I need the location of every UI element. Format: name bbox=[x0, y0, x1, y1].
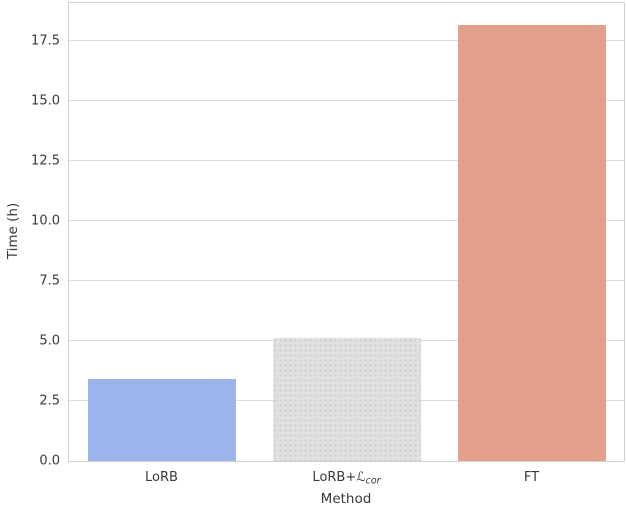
math-script-L: ℒ bbox=[356, 470, 366, 485]
x-axis-tick-labels: LoRB LoRB+ℒcor FT bbox=[0, 468, 626, 490]
y-tick-label-7.5: 7.5 bbox=[39, 273, 60, 289]
y-axis-tick-labels: 0.0 2.5 5.0 7.5 10.0 12.5 15.0 17.5 bbox=[0, 3, 60, 469]
x-tick-label-ft: FT bbox=[523, 470, 540, 485]
gridline-y-17.5 bbox=[69, 40, 624, 42]
y-tick-label-17.5: 17.5 bbox=[31, 33, 60, 49]
plot-area bbox=[68, 2, 625, 462]
y-tick-label-15: 15.0 bbox=[31, 93, 60, 109]
y-tick-label-10: 10.0 bbox=[31, 213, 60, 229]
gridline-y-10 bbox=[69, 220, 624, 222]
x-tick-label-lorb-lcor: LoRB+ℒcor bbox=[312, 470, 381, 487]
y-tick-label-0: 0.0 bbox=[39, 453, 60, 469]
bar-lorb-lcor bbox=[272, 337, 421, 461]
y-tick-label-5: 5.0 bbox=[39, 333, 60, 349]
y-tick-label-12.5: 12.5 bbox=[31, 153, 60, 169]
x-tick-label-lorb: LoRB bbox=[145, 470, 178, 485]
gridline-y-7.5 bbox=[69, 280, 624, 282]
gridline-y-15 bbox=[69, 100, 624, 102]
bar-ft bbox=[457, 24, 606, 461]
gridline-y-12.5 bbox=[69, 160, 624, 162]
bar-lorb bbox=[87, 379, 236, 461]
y-tick-label-2.5: 2.5 bbox=[39, 393, 60, 409]
x-axis-title: Method bbox=[320, 491, 372, 507]
subscript-label: cor bbox=[365, 475, 381, 487]
